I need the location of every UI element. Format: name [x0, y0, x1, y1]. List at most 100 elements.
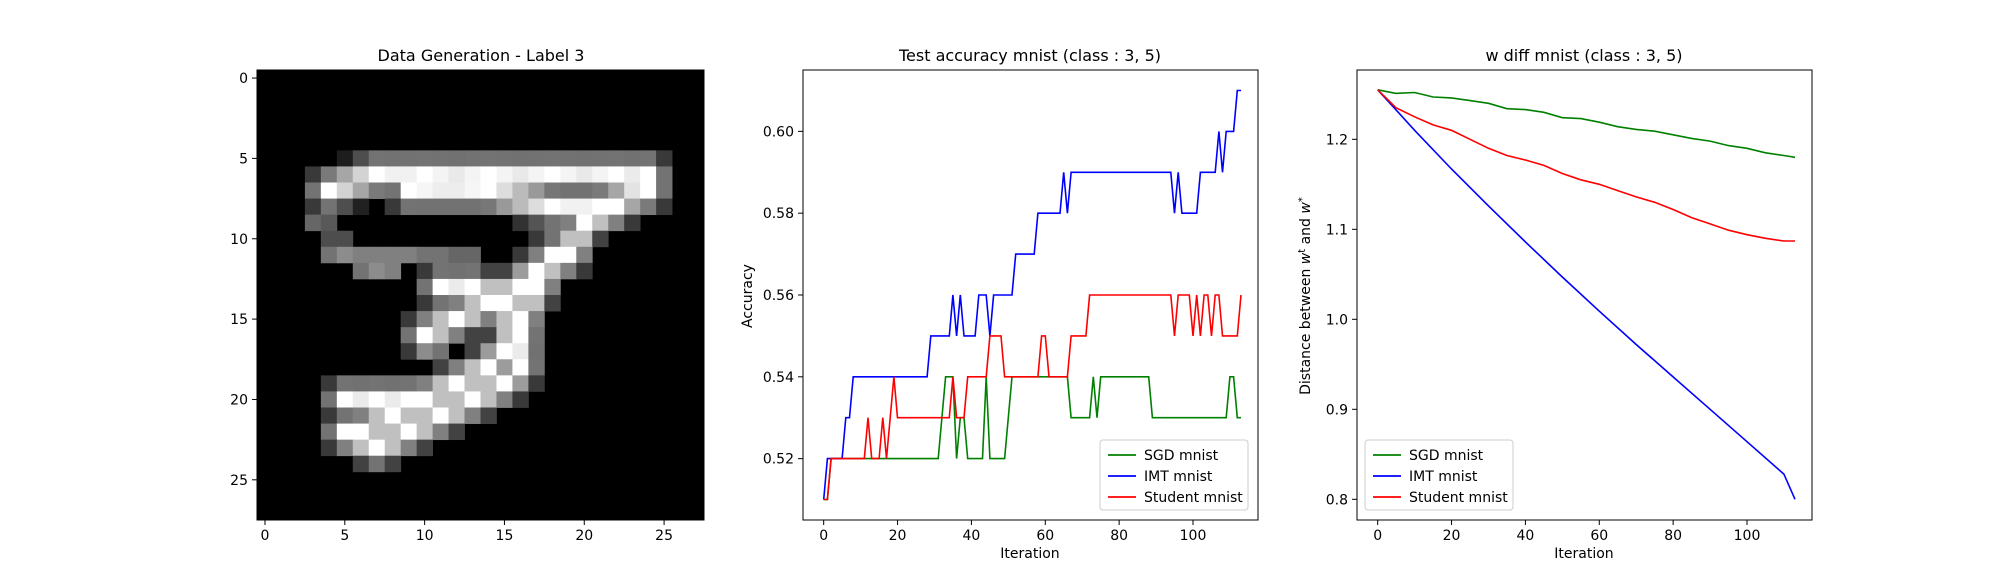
image-pixel	[368, 423, 386, 441]
image-pixel	[432, 278, 449, 296]
image-pixel	[432, 423, 449, 441]
image-pixel	[320, 423, 338, 441]
image-pixel	[512, 278, 529, 296]
image-pixel	[560, 150, 577, 167]
image-pixel	[512, 246, 529, 264]
image-pixel	[432, 295, 449, 312]
image-pixel	[496, 262, 513, 280]
image-pixel	[352, 166, 370, 183]
image-pixel	[528, 359, 545, 376]
image-pixel	[400, 343, 418, 360]
image-pixel	[432, 262, 449, 280]
image-pixel	[368, 407, 386, 424]
image-pixel	[544, 214, 561, 232]
image-pixel	[448, 359, 465, 376]
legend-entry: SGD mnist	[1409, 448, 1484, 464]
image-ticks: 0 5 10 15 20 25 0 5 10 15 20 25	[230, 71, 673, 544]
image-pixel	[432, 246, 449, 264]
image-pixel	[544, 182, 561, 199]
image-pixel	[464, 278, 481, 296]
y-tick-label: 0	[239, 71, 248, 87]
image-pixel	[448, 327, 465, 344]
image-pixel	[448, 198, 465, 216]
image-pixel	[480, 166, 497, 183]
image-pixel	[496, 343, 513, 360]
x-tick-label: 100	[1734, 528, 1761, 544]
y-tick-label: 0.52	[763, 452, 794, 468]
image-pixel	[448, 182, 465, 199]
image-pixel	[368, 246, 386, 264]
image-pixel	[496, 150, 513, 167]
y-tick-label: 0.60	[763, 124, 794, 140]
image-pixel	[544, 230, 561, 248]
image-pixel	[448, 423, 465, 441]
image-pixel	[464, 391, 481, 408]
image-pixel	[416, 246, 434, 264]
image-pixel	[320, 182, 338, 199]
image-pixel	[480, 375, 497, 392]
image-pixel	[464, 311, 481, 328]
image-pixel	[432, 198, 449, 216]
image-pixel	[592, 182, 609, 199]
y-tick-label: 5	[239, 151, 248, 167]
image-pixel	[480, 262, 497, 280]
image-pixel	[352, 407, 370, 424]
image-pixel	[320, 407, 338, 424]
image-pixel	[448, 391, 465, 408]
image-pixel	[432, 375, 449, 392]
x-tick-label: 20	[889, 528, 907, 544]
image-pixel	[400, 150, 418, 167]
image-pixel	[528, 198, 545, 216]
image-pixel	[352, 262, 370, 280]
x-tick-label: 20	[575, 528, 593, 544]
plot-frame	[1356, 69, 1813, 521]
image-pixel	[384, 182, 402, 199]
image-pixel	[512, 311, 529, 328]
image-pixel	[448, 375, 465, 392]
image-pixel	[400, 311, 418, 328]
image-pixel	[432, 182, 449, 199]
image-pixel	[656, 198, 673, 216]
image-pixel	[496, 166, 513, 183]
image-pixel	[576, 182, 593, 199]
image-pixel	[544, 278, 561, 296]
legend-entry: Student mnist	[1144, 490, 1243, 506]
image-pixel	[384, 439, 402, 457]
image-pixel	[352, 375, 370, 392]
accuracy-panel: Test accuracy mnist (class : 3, 5) 0 20 40…	[740, 46, 1259, 562]
image-pixel	[544, 198, 561, 216]
image-pixel	[464, 150, 481, 167]
image-pixel	[576, 262, 593, 280]
image-pixel	[416, 295, 434, 312]
wdiff-plot: 0 20 40 60 80 100 0.8 0.9 1.0 1.1 1.2 SGD mnist IMT …	[1326, 69, 1813, 544]
image-pixel	[368, 375, 386, 392]
image-pixel	[560, 214, 577, 232]
image-pixel	[464, 327, 481, 344]
image-pixel	[352, 455, 370, 473]
image-pixel	[304, 214, 322, 232]
image-pixel	[464, 166, 481, 183]
image-pixel	[416, 198, 434, 216]
image-pixel	[528, 230, 545, 248]
image-pixel	[480, 295, 497, 312]
image-pixel	[576, 214, 593, 232]
x-tick-label: 60	[1036, 528, 1054, 544]
image-pixel	[592, 214, 609, 232]
image-pixel	[400, 166, 418, 183]
image-pixel	[352, 439, 370, 457]
image-pixel	[416, 375, 434, 392]
image-pixel	[416, 439, 434, 457]
image-pixel	[416, 391, 434, 408]
image-pixel	[512, 262, 529, 280]
image-pixel	[528, 295, 545, 312]
legend-entry: SGD mnist	[1144, 448, 1219, 464]
image-pixel	[352, 150, 370, 167]
image-pixel	[512, 295, 529, 312]
x-tick-label: 20	[1443, 528, 1461, 544]
image-pixel	[512, 166, 529, 183]
image-title: Data Generation - Label 3	[378, 46, 585, 65]
image-pixel	[496, 391, 513, 408]
image-pixel	[576, 198, 593, 216]
legend-entry: Student mnist	[1409, 490, 1508, 506]
image-pixel	[336, 198, 354, 216]
